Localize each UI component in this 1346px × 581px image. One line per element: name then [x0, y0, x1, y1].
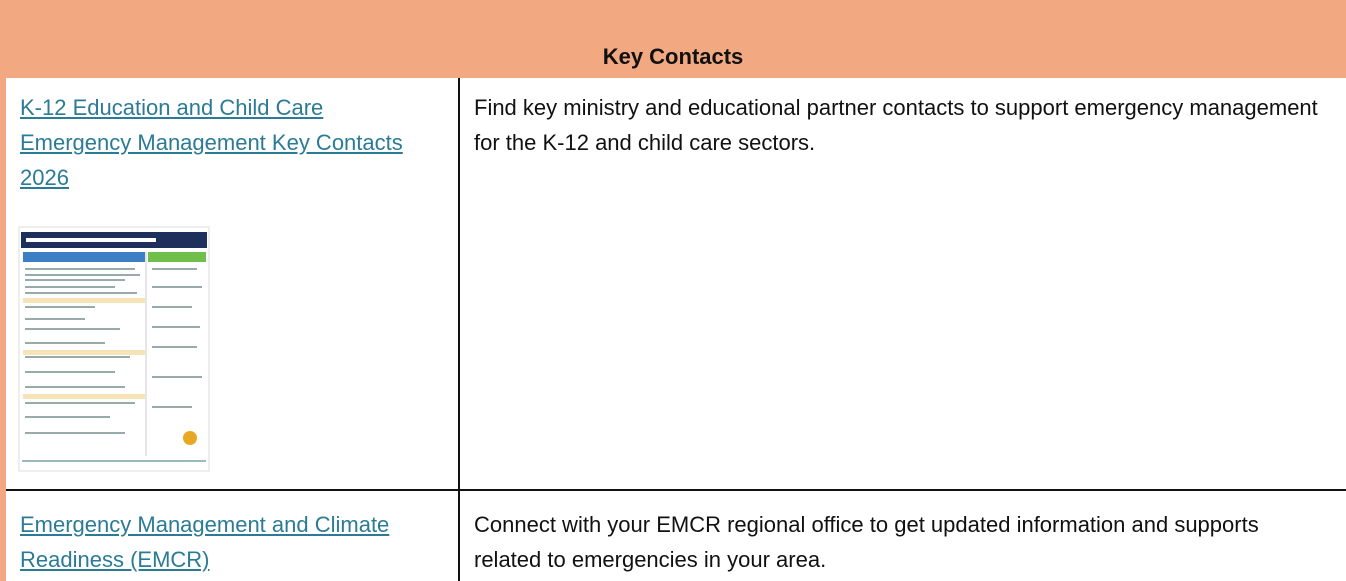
row-divider [6, 489, 1346, 491]
contact-description: Find key ministry and educational partne… [474, 95, 1318, 155]
contact-link[interactable]: K-12 Education and Child Care Emergency … [20, 95, 403, 190]
table-title: Key Contacts [602, 44, 744, 69]
contact-description: Connect with your EMCR regional office t… [474, 512, 1259, 572]
header-band [0, 0, 1346, 78]
contact-link[interactable]: Emergency Management and Climate Readine… [20, 512, 390, 572]
left-border [0, 78, 6, 581]
document-thumbnail [18, 226, 210, 472]
column-divider [458, 78, 460, 581]
